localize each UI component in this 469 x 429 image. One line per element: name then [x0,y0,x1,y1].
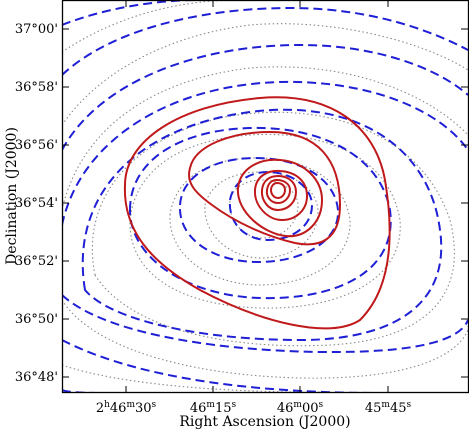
solid-contour-4 [253,169,309,222]
x-tick-seconds-unit: s [232,400,237,410]
y-tick-label: 36°58' [15,80,58,95]
x-tick-label: 45m45s [365,400,412,416]
x-tick-seconds-unit: s [407,400,412,410]
y-tick-label: 36°54' [15,196,58,211]
x-tick-minutes-unit: m [126,400,135,410]
dashed-contour-1 [62,0,468,393]
x-tick-seconds: 30 [135,401,152,416]
x-tick-minutes: 46 [190,401,207,416]
x-tick-label: 46m15s [190,400,237,416]
y-tick-label: 37°00' [15,22,58,37]
solid-contour-series [123,96,391,330]
dotted-contour-series [62,0,468,393]
x-tick-label: 2h46m30s [96,400,157,416]
y-tick-label: 36°50' [15,312,58,327]
x-tick-label: 46m00s [277,400,324,416]
solid-contour-6 [265,178,292,205]
x-tick-seconds: 00 [302,401,319,416]
y-tick-labels: 37°00' 36°58' 36°56' 36°54' 36°52' 36°50… [15,22,58,385]
y-axis-title: Declination (J2000) [4,127,20,265]
y-tick-label: 36°56' [15,138,58,153]
solid-contour-7 [269,181,287,200]
plot-frame [61,0,469,394]
x-tick-minutes-unit: m [293,400,302,410]
x-axis-title: Right Ascension (J2000) [179,414,350,429]
x-tick-minutes-unit: m [206,400,215,410]
x-tick-labels: 2h46m30s 46m15s 46m00s 45m45s [96,400,412,416]
x-tick-seconds-unit: s [319,400,324,410]
x-tick-minutes: 46 [277,401,294,416]
x-tick-hours-unit: h [104,400,110,410]
dashed-contour-series [62,0,468,393]
x-tick-seconds-unit: s [152,400,157,410]
y-tick-label: 36°48' [15,370,58,385]
x-tick-seconds: 45 [390,401,407,416]
y-tick-label: 36°52' [15,254,58,269]
solid-contour-3 [236,158,324,238]
solid-contour-2 [188,130,342,246]
x-tick-minutes-unit: m [381,400,390,410]
x-tick-seconds: 15 [215,401,232,416]
solid-contour-5 [260,174,298,212]
axis-ticks [62,0,468,393]
x-tick-minutes: 46 [110,401,127,416]
contour-layer [62,0,468,393]
solid-contour-1 [123,96,391,330]
x-tick-hours: 2 [96,401,104,416]
x-tick-minutes: 45 [365,401,382,416]
dotted-contour-1 [62,0,468,393]
